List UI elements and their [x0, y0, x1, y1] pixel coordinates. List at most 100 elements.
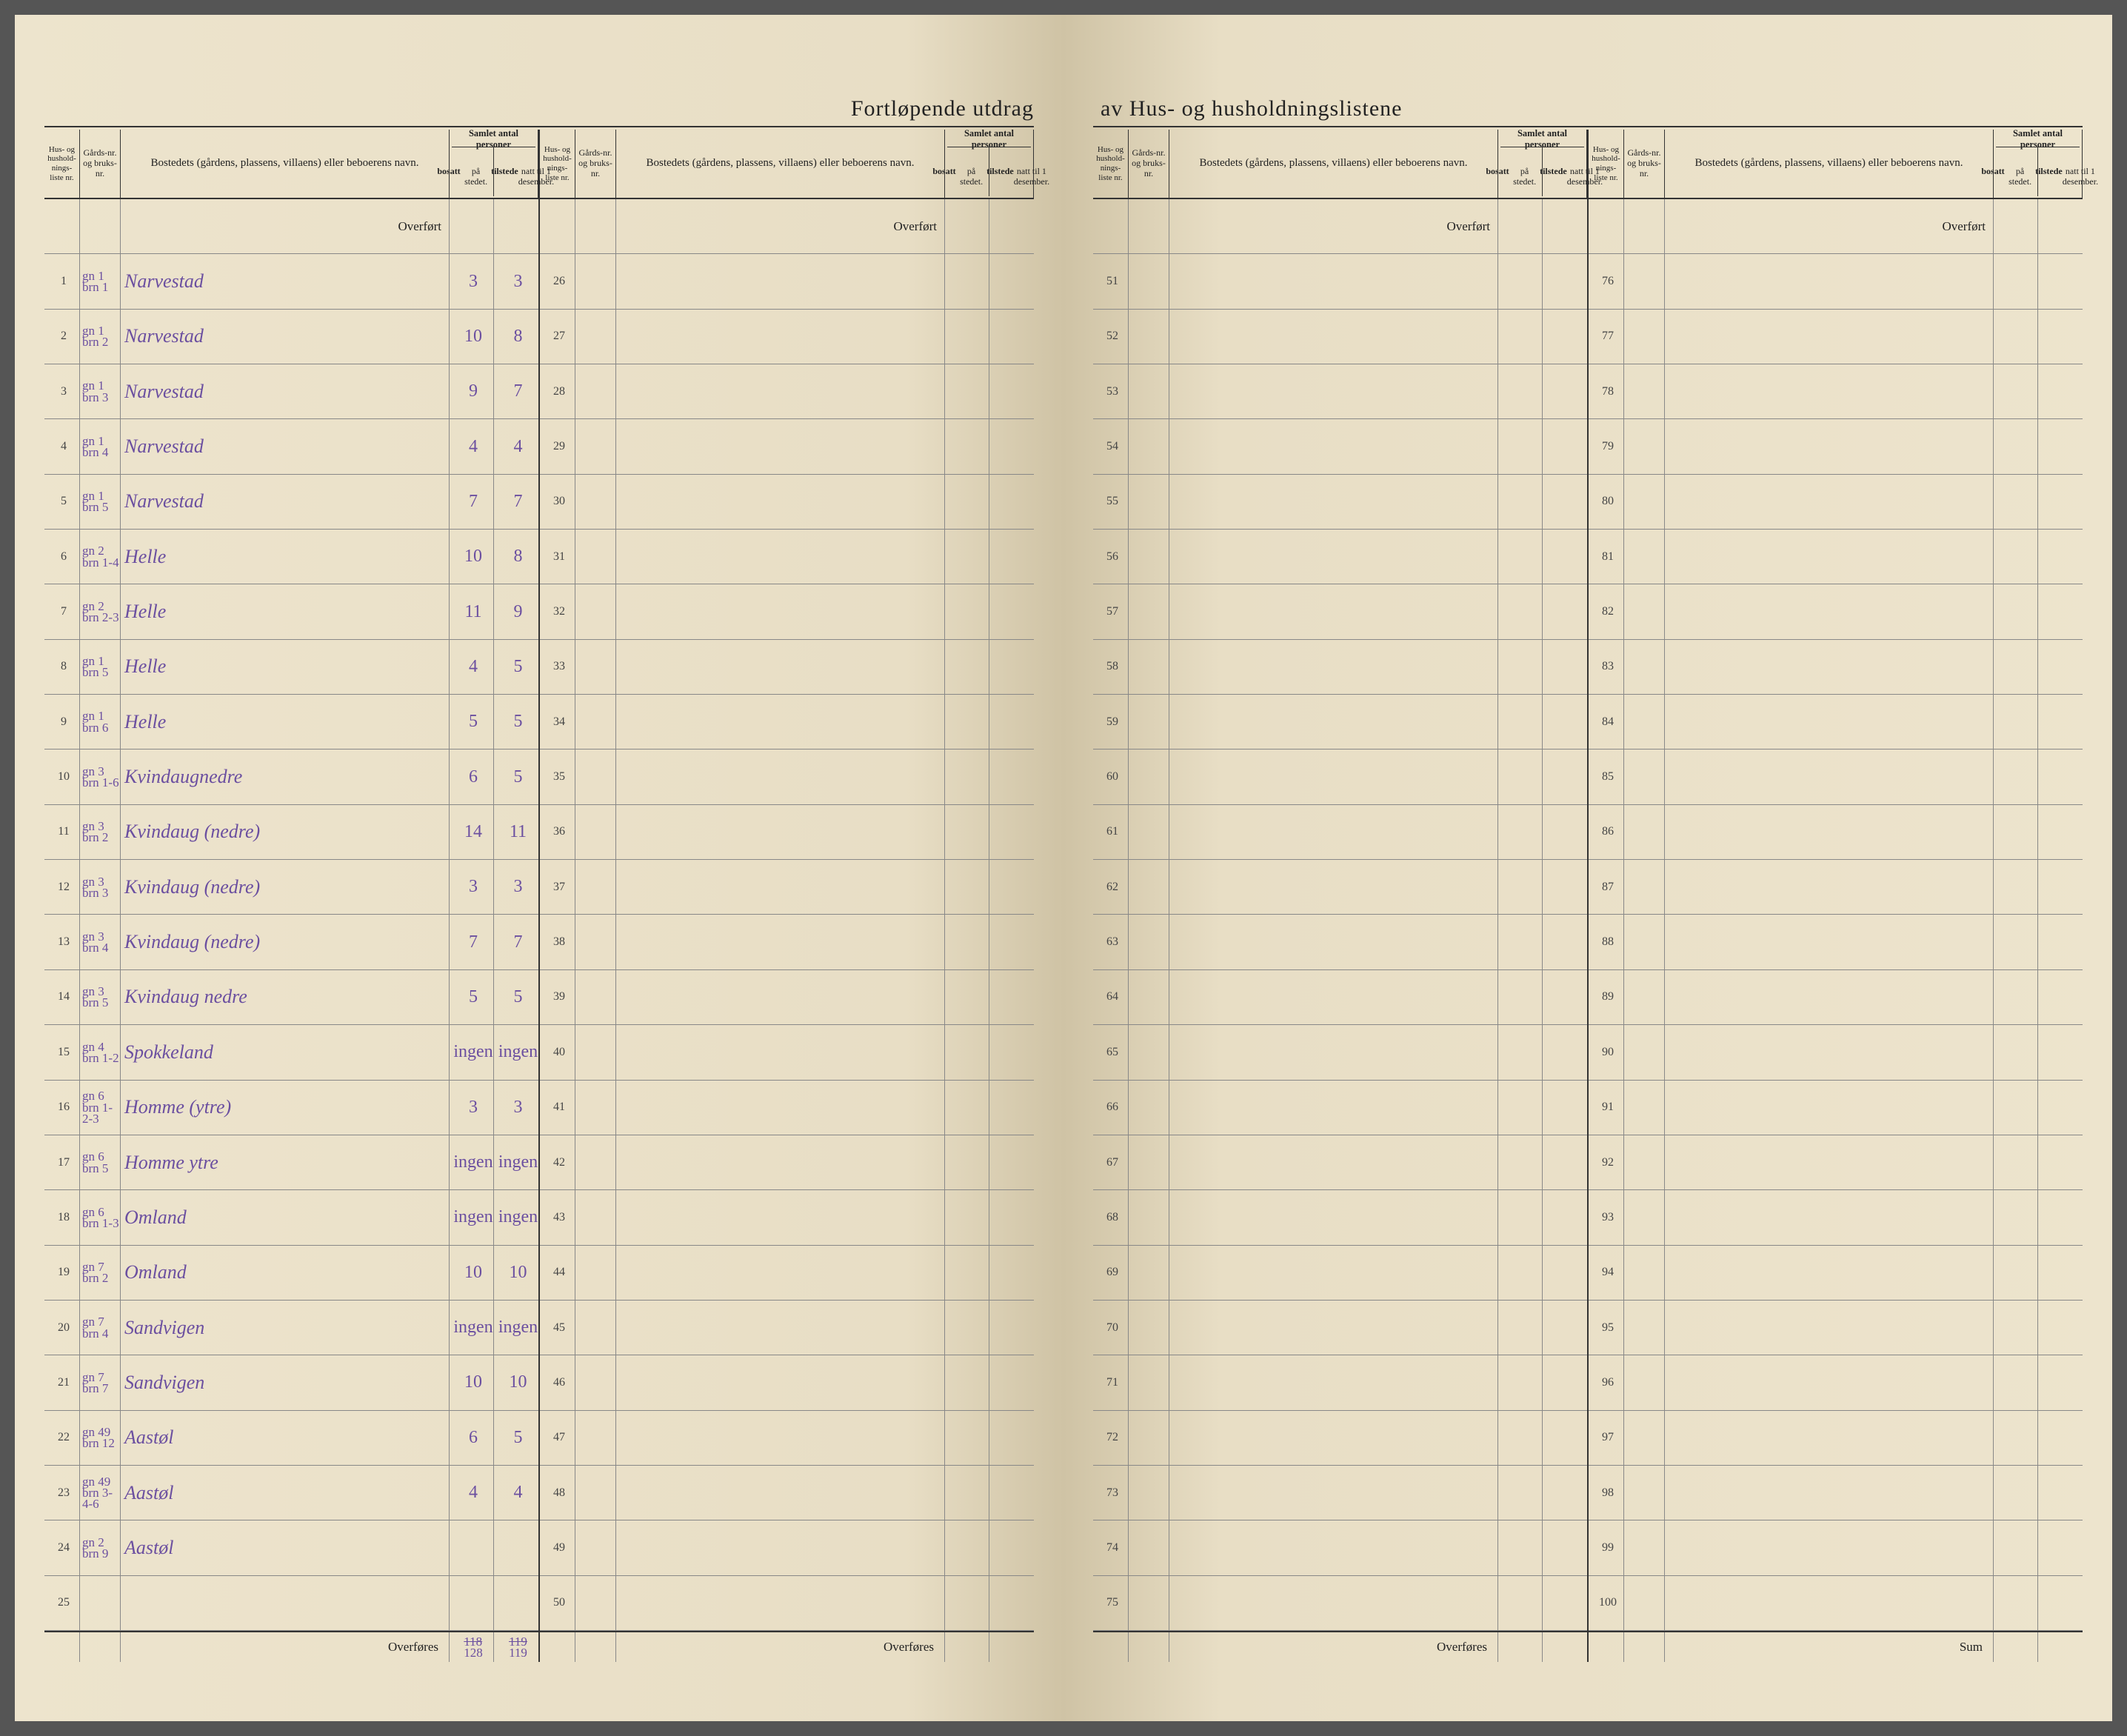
table-row: 66: [1093, 1081, 1587, 1135]
cell-name: [1665, 1246, 1994, 1300]
cell-nr: 40: [540, 1025, 575, 1079]
cell-gnr: [575, 1246, 616, 1300]
cell-name: [1665, 805, 1994, 859]
table-row: 78: [1589, 364, 2083, 419]
cell-name: [616, 1081, 945, 1135]
cell-gnr: [1624, 1576, 1665, 1630]
cell-name: Sandvigen: [121, 1301, 450, 1355]
cell-bosatt: [945, 915, 989, 969]
cell-gnr: [1624, 364, 1665, 418]
cell-nr: 27: [540, 310, 575, 364]
cell-bosatt: ingen: [450, 1135, 494, 1189]
cell-gnr: [1129, 530, 1169, 584]
cell-tilstede: [1543, 254, 1587, 308]
table-row: 57: [1093, 584, 1587, 639]
cell-bosatt: [1994, 530, 2038, 584]
cell-tilstede: [1543, 750, 1587, 804]
cell-name: [1169, 584, 1498, 638]
cell-name: Kvindaugnedre: [121, 750, 450, 804]
cell-nr: 65: [1093, 1025, 1129, 1079]
cell-gnr: [1129, 1576, 1169, 1630]
ledger-panel-4: Hus- og hushold-nings-liste nr. Gårds-nr…: [1589, 130, 2083, 1662]
table-row: 71: [1093, 1355, 1587, 1410]
table-row: 24 gn 2brn 9 Aastøl: [44, 1520, 538, 1575]
table-row: 10 gn 3brn 1-6 Kvindaugnedre 6 5: [44, 750, 538, 804]
cell-gnr: gn 1brn 6: [80, 695, 121, 749]
overfort-row: Overført: [540, 199, 1034, 254]
table-row: 84: [1589, 695, 2083, 750]
cell-nr: 34: [540, 695, 575, 749]
cell-nr: 70: [1093, 1301, 1129, 1355]
cell-name: [1665, 915, 1994, 969]
cell-tilstede: [494, 1520, 538, 1575]
cell-bosatt: [945, 695, 989, 749]
cell-name: [1169, 1025, 1498, 1079]
cell-tilstede: [1543, 530, 1587, 584]
cell-nr: 75: [1093, 1576, 1129, 1630]
cell-gnr: [1129, 475, 1169, 529]
cell-tilstede: [989, 1411, 1034, 1465]
cell-name: Aastøl: [121, 1411, 450, 1465]
cell-nr: 11: [44, 805, 80, 859]
cell-nr: 66: [1093, 1081, 1129, 1135]
cell-nr: 92: [1589, 1135, 1624, 1189]
cell-nr: 81: [1589, 530, 1624, 584]
cell-nr: 59: [1093, 695, 1129, 749]
footer-label: Overføres: [1169, 1632, 1498, 1662]
footer-label: Sum: [1665, 1632, 1994, 1662]
cell-nr: 29: [540, 419, 575, 473]
footer-bosatt: [1498, 1632, 1543, 1662]
cell-nr: 87: [1589, 860, 1624, 914]
footer-label: Overføres: [616, 1632, 945, 1662]
cell-gnr: [575, 1190, 616, 1244]
cell-name: [121, 1576, 450, 1630]
cell-gnr: gn 2brn 9: [80, 1520, 121, 1575]
cell-tilstede: [989, 475, 1034, 529]
cell-gnr: [575, 805, 616, 859]
cell-name: [1169, 1301, 1498, 1355]
th-list-nr: Hus- og hushold-nings-liste nr.: [540, 130, 575, 199]
cell-bosatt: [1498, 1190, 1543, 1244]
cell-nr: 74: [1093, 1520, 1129, 1575]
table-row: 8 gn 1brn 5 Helle 4 5: [44, 640, 538, 695]
cell-nr: 20: [44, 1301, 80, 1355]
table-row: 95: [1589, 1301, 2083, 1355]
cell-name: [1665, 254, 1994, 308]
table-row: 53: [1093, 364, 1587, 419]
cell-tilstede: [1543, 695, 1587, 749]
cell-bosatt: [1994, 860, 2038, 914]
table-row: 92: [1589, 1135, 2083, 1190]
cell-bosatt: [1498, 695, 1543, 749]
cell-name: [616, 364, 945, 418]
cell-nr: 22: [44, 1411, 80, 1465]
cell-tilstede: ingen: [494, 1025, 538, 1079]
cell-bosatt: [945, 750, 989, 804]
overfort-row: Overført: [44, 199, 538, 254]
table-row: 33: [540, 640, 1034, 695]
table-row: 36: [540, 805, 1034, 860]
cell-bosatt: [1498, 1301, 1543, 1355]
cell-name: Narvestad: [121, 364, 450, 418]
th-gards-nr: Gårds-nr. og bruks-nr.: [1129, 130, 1169, 199]
cell-bosatt: [1498, 1466, 1543, 1520]
cell-gnr: [1129, 1246, 1169, 1300]
th-gards-nr: Gårds-nr. og bruks-nr.: [80, 130, 121, 199]
table-row: 81: [1589, 530, 2083, 584]
table-row: 58: [1093, 640, 1587, 695]
table-row: 90: [1589, 1025, 2083, 1080]
cell-gnr: [1624, 1466, 1665, 1520]
cell-name: Omland: [121, 1190, 450, 1244]
cell-gnr: [575, 1301, 616, 1355]
th-samlet: Samlet antal personer: [1500, 131, 1584, 147]
cell-bosatt: [1498, 364, 1543, 418]
table-row: 98: [1589, 1466, 2083, 1520]
cell-gnr: [1624, 970, 1665, 1024]
cell-name: Narvestad: [121, 254, 450, 308]
cell-gnr: [1129, 419, 1169, 473]
table-row: 31: [540, 530, 1034, 584]
cell-tilstede: [1543, 1520, 1587, 1575]
cell-name: [1665, 750, 1994, 804]
cell-tilstede: [989, 584, 1034, 638]
cell-gnr: [1129, 1355, 1169, 1409]
cell-name: [616, 860, 945, 914]
